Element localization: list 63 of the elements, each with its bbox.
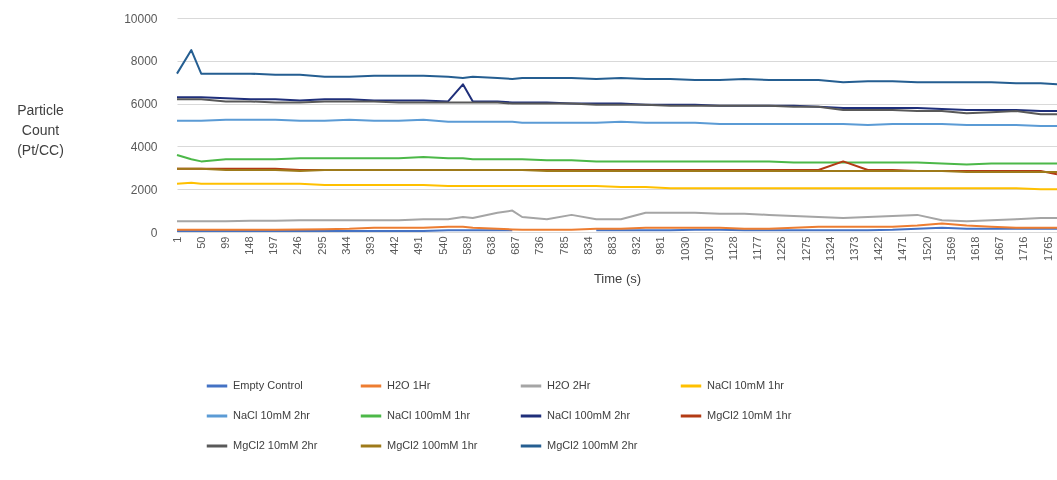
legend-label: NaCl 100mM 2hr	[547, 409, 631, 421]
y-tick-label: 4000	[130, 139, 158, 154]
x-tick-label: 1667	[993, 236, 1006, 261]
x-tick-label: 1324	[823, 236, 836, 261]
line-series	[176, 209, 1057, 223]
x-tick-label: 1	[170, 236, 183, 243]
x-tick-label: 785	[557, 236, 570, 255]
line-series	[176, 222, 1057, 231]
x-tick-label: 491	[412, 236, 425, 255]
x-tick-label: 1226	[775, 236, 788, 261]
x-tick-label: 442	[388, 236, 401, 255]
legend-label: MgCl2 10mM 2hr	[233, 439, 318, 451]
x-tick-label: 687	[509, 236, 522, 255]
y-tick-label: 8000	[130, 54, 158, 69]
x-tick-label: 197	[267, 236, 280, 255]
legend-label: MgCl2 100mM 2hr	[547, 439, 638, 451]
x-axis-title: Time (s)	[593, 270, 642, 286]
x-tick-label: 736	[533, 236, 546, 255]
x-tick-label: 1275	[799, 236, 812, 261]
x-tick-label: 834	[581, 236, 594, 255]
x-tick-label: 1128	[727, 236, 740, 261]
x-tick-label: 99	[218, 236, 231, 249]
y-tick-label: 2000	[130, 182, 158, 197]
x-tick-label: 981	[654, 236, 667, 255]
line-series	[176, 118, 1057, 128]
x-tick-label: 589	[460, 236, 473, 255]
x-tick-label: 393	[364, 236, 377, 255]
x-tick-label: 1618	[969, 236, 982, 261]
x-tick-label: 883	[606, 236, 619, 255]
x-tick-label: 1520	[920, 236, 933, 261]
y-tick-label: 6000	[130, 97, 158, 112]
line-series	[176, 153, 1057, 166]
x-tick-label: 295	[315, 236, 328, 255]
x-tick-label: 1471	[896, 236, 909, 261]
line-series	[176, 181, 1057, 191]
y-axis-title: Particle Count (Pt/CC)	[17, 101, 65, 158]
x-tick-label: 344	[339, 236, 352, 255]
legend-label: NaCl 100mM 1hr	[387, 409, 471, 421]
legend-label: H2O 1Hr	[387, 379, 431, 391]
x-tick-label: 50	[194, 236, 207, 249]
x-tick-label: 1765	[1041, 236, 1054, 261]
x-tick-label: 1177	[751, 236, 764, 261]
x-tick-label: 638	[485, 236, 498, 255]
y-tick-label: 0	[150, 225, 158, 240]
x-tick-label: 540	[436, 236, 449, 255]
x-tick-label: 246	[291, 236, 304, 255]
legend-label: NaCl 10mM 1hr	[707, 379, 785, 391]
x-tick-label: 1373	[848, 236, 861, 261]
y-tick-label: 10000	[124, 11, 158, 26]
legend-label: MgCl2 100mM 1hr	[387, 439, 478, 451]
legend-label: MgCl2 10mM 1hr	[707, 409, 792, 421]
legend-label: Empty Control	[233, 379, 303, 391]
x-tick-label: 1422	[872, 236, 885, 261]
x-tick-label: 148	[243, 236, 256, 255]
line-series	[176, 49, 1057, 86]
x-tick-label: 1569	[944, 236, 957, 261]
x-tick-label: 932	[630, 236, 643, 255]
legend-label: NaCl 10mM 2hr	[233, 409, 311, 421]
x-tick-label: 1716	[1017, 236, 1030, 261]
line-series	[176, 98, 1057, 116]
x-tick-label: 1030	[678, 236, 691, 261]
legend-label: H2O 2Hr	[547, 379, 591, 391]
x-tick-label: 1079	[702, 236, 715, 261]
